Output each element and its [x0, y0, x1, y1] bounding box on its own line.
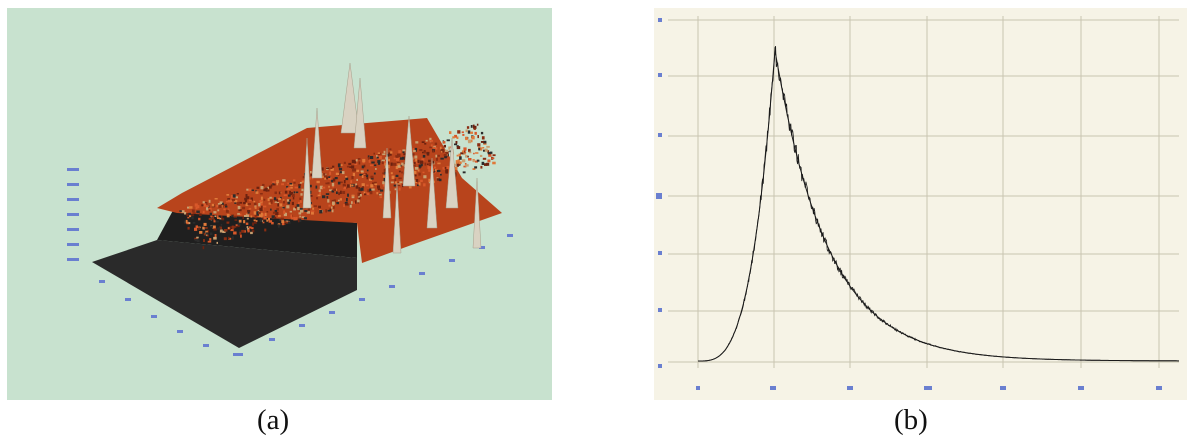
series-noise [698, 45, 1179, 362]
grid [668, 16, 1179, 368]
panel-a-surface-plot [7, 8, 552, 400]
panel-b-line-plot [654, 8, 1187, 400]
surface-peaks [302, 62, 482, 254]
base-plate-shade [157, 203, 357, 258]
surface-texture [179, 123, 496, 250]
y-axis-ticks [269, 234, 513, 341]
base-plate [92, 240, 357, 348]
z-axis-ticks [67, 168, 79, 261]
series-line [698, 49, 1179, 362]
caption-a: (a) [257, 404, 290, 436]
axis-tick-marks [656, 18, 1162, 390]
caption-b: (b) [894, 404, 928, 436]
line-plot-canvas [656, 16, 1179, 390]
x-axis-ticks [99, 280, 243, 356]
surface-plot-canvas [67, 62, 513, 356]
